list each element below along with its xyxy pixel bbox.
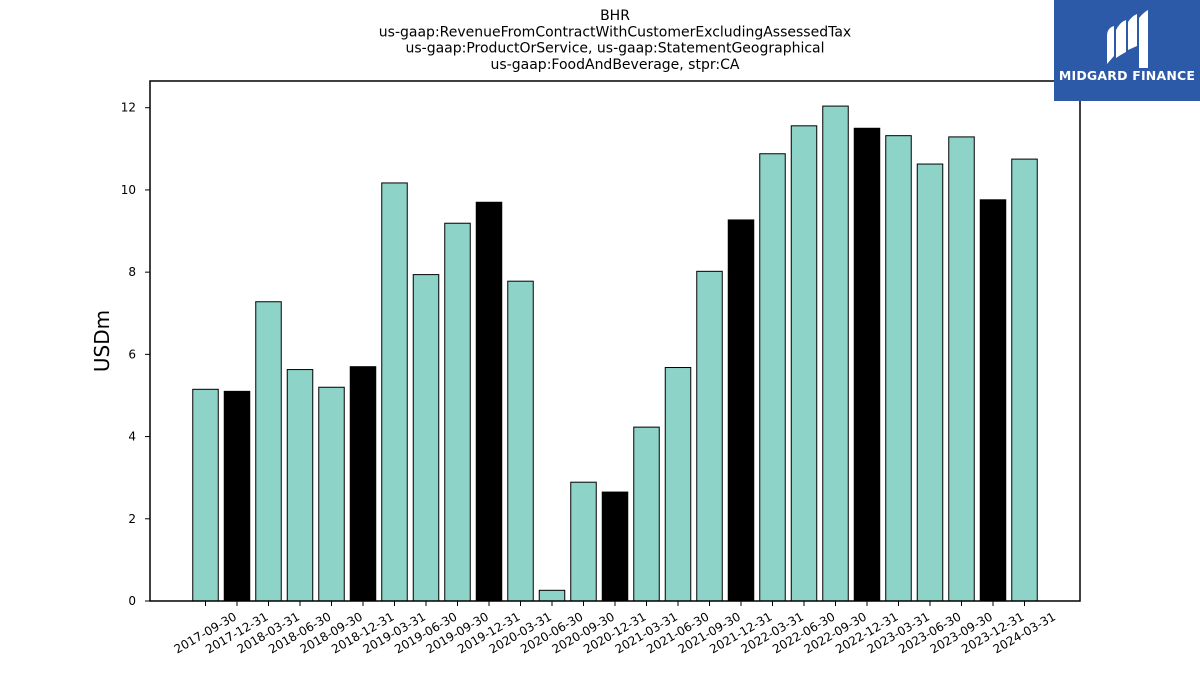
midgard-finance-logo: MIDGARD FINANCE: [1054, 0, 1200, 101]
bar: [318, 386, 345, 602]
bar: [948, 136, 975, 602]
bar: [885, 135, 912, 602]
bar: [853, 127, 881, 602]
bars: [192, 105, 1038, 602]
y-tick-label: 0: [128, 594, 136, 608]
bar: [381, 182, 408, 602]
y-tick-label: 2: [128, 512, 136, 526]
y-tick-label: 10: [121, 183, 136, 197]
bar: [349, 366, 377, 602]
y-tick-label: 12: [121, 101, 136, 115]
bar: [192, 388, 219, 602]
bar: [475, 201, 503, 602]
y-tick-label: 4: [128, 430, 136, 444]
bar: [979, 199, 1007, 602]
logo-text: MIDGARD FINANCE: [1058, 68, 1196, 83]
bar: [286, 369, 314, 602]
bar: [601, 491, 629, 602]
bar: [727, 219, 755, 602]
bar: [1011, 158, 1038, 602]
chart-title-line: us-gaap:ProductOrService, us-gaap:Statem…: [405, 41, 824, 57]
chart-title-line: us-gaap:RevenueFromContractWithCustomerE…: [379, 24, 851, 40]
y-tick-label: 8: [128, 265, 136, 279]
y-tick-label: 6: [128, 347, 136, 361]
bar: [822, 105, 849, 602]
y-axis-label: USDm: [90, 310, 114, 372]
y-axis: 0 2 4 6 8 10 12: [121, 101, 150, 608]
bar: [664, 367, 692, 602]
x-axis: 2017-09-302017-12-312018-03-312018-06-30…: [172, 601, 1058, 656]
bar: [696, 270, 723, 602]
bar: [790, 125, 818, 602]
bar: [570, 481, 597, 602]
chart-title-line: us-gaap:FoodAndBeverage, stpr:CA: [491, 57, 740, 73]
bar: [223, 390, 251, 602]
bar: [538, 589, 566, 602]
chart-title-line: BHR: [600, 8, 630, 24]
bar: [759, 153, 786, 602]
bar: [916, 163, 944, 602]
plot-frame: [149, 80, 1081, 602]
chart-title: BHRus-gaap:RevenueFromContractWithCustom…: [379, 8, 851, 73]
bar: [444, 222, 471, 602]
bar: [633, 426, 660, 602]
bar: [507, 280, 534, 602]
bar: [412, 274, 440, 602]
bar: [255, 301, 282, 602]
midgard-m-logo-icon: [1107, 10, 1148, 68]
